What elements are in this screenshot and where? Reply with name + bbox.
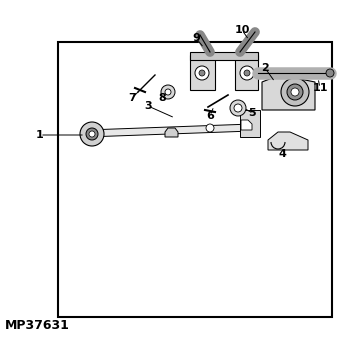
Circle shape <box>287 84 303 100</box>
Polygon shape <box>240 110 260 137</box>
Bar <box>58 42 332 317</box>
Text: 7: 7 <box>128 93 136 103</box>
Text: 1: 1 <box>36 130 44 140</box>
Polygon shape <box>190 55 215 90</box>
Circle shape <box>86 128 98 140</box>
Text: 2: 2 <box>261 63 269 73</box>
Polygon shape <box>165 128 178 137</box>
Polygon shape <box>190 52 258 60</box>
Circle shape <box>281 78 309 106</box>
Circle shape <box>199 70 205 76</box>
Text: 9: 9 <box>192 33 200 43</box>
Text: 6: 6 <box>206 111 214 121</box>
Circle shape <box>80 122 104 146</box>
Circle shape <box>234 104 242 112</box>
Text: 5: 5 <box>248 108 256 118</box>
Text: 3: 3 <box>144 101 152 111</box>
Polygon shape <box>268 132 308 150</box>
Text: MP37631: MP37631 <box>5 319 70 332</box>
Circle shape <box>230 100 246 116</box>
Text: 8: 8 <box>158 93 166 103</box>
Circle shape <box>89 131 95 137</box>
Text: 10: 10 <box>234 25 250 35</box>
Circle shape <box>240 66 254 80</box>
Circle shape <box>165 89 171 95</box>
Text: 4: 4 <box>278 149 286 159</box>
Polygon shape <box>235 55 258 90</box>
Text: 11: 11 <box>312 83 328 93</box>
Circle shape <box>206 124 214 132</box>
Circle shape <box>195 66 209 80</box>
Circle shape <box>291 88 299 96</box>
Circle shape <box>161 85 175 99</box>
Polygon shape <box>262 75 315 110</box>
Polygon shape <box>241 120 252 130</box>
Polygon shape <box>87 124 252 137</box>
Circle shape <box>326 69 334 77</box>
Circle shape <box>244 70 250 76</box>
